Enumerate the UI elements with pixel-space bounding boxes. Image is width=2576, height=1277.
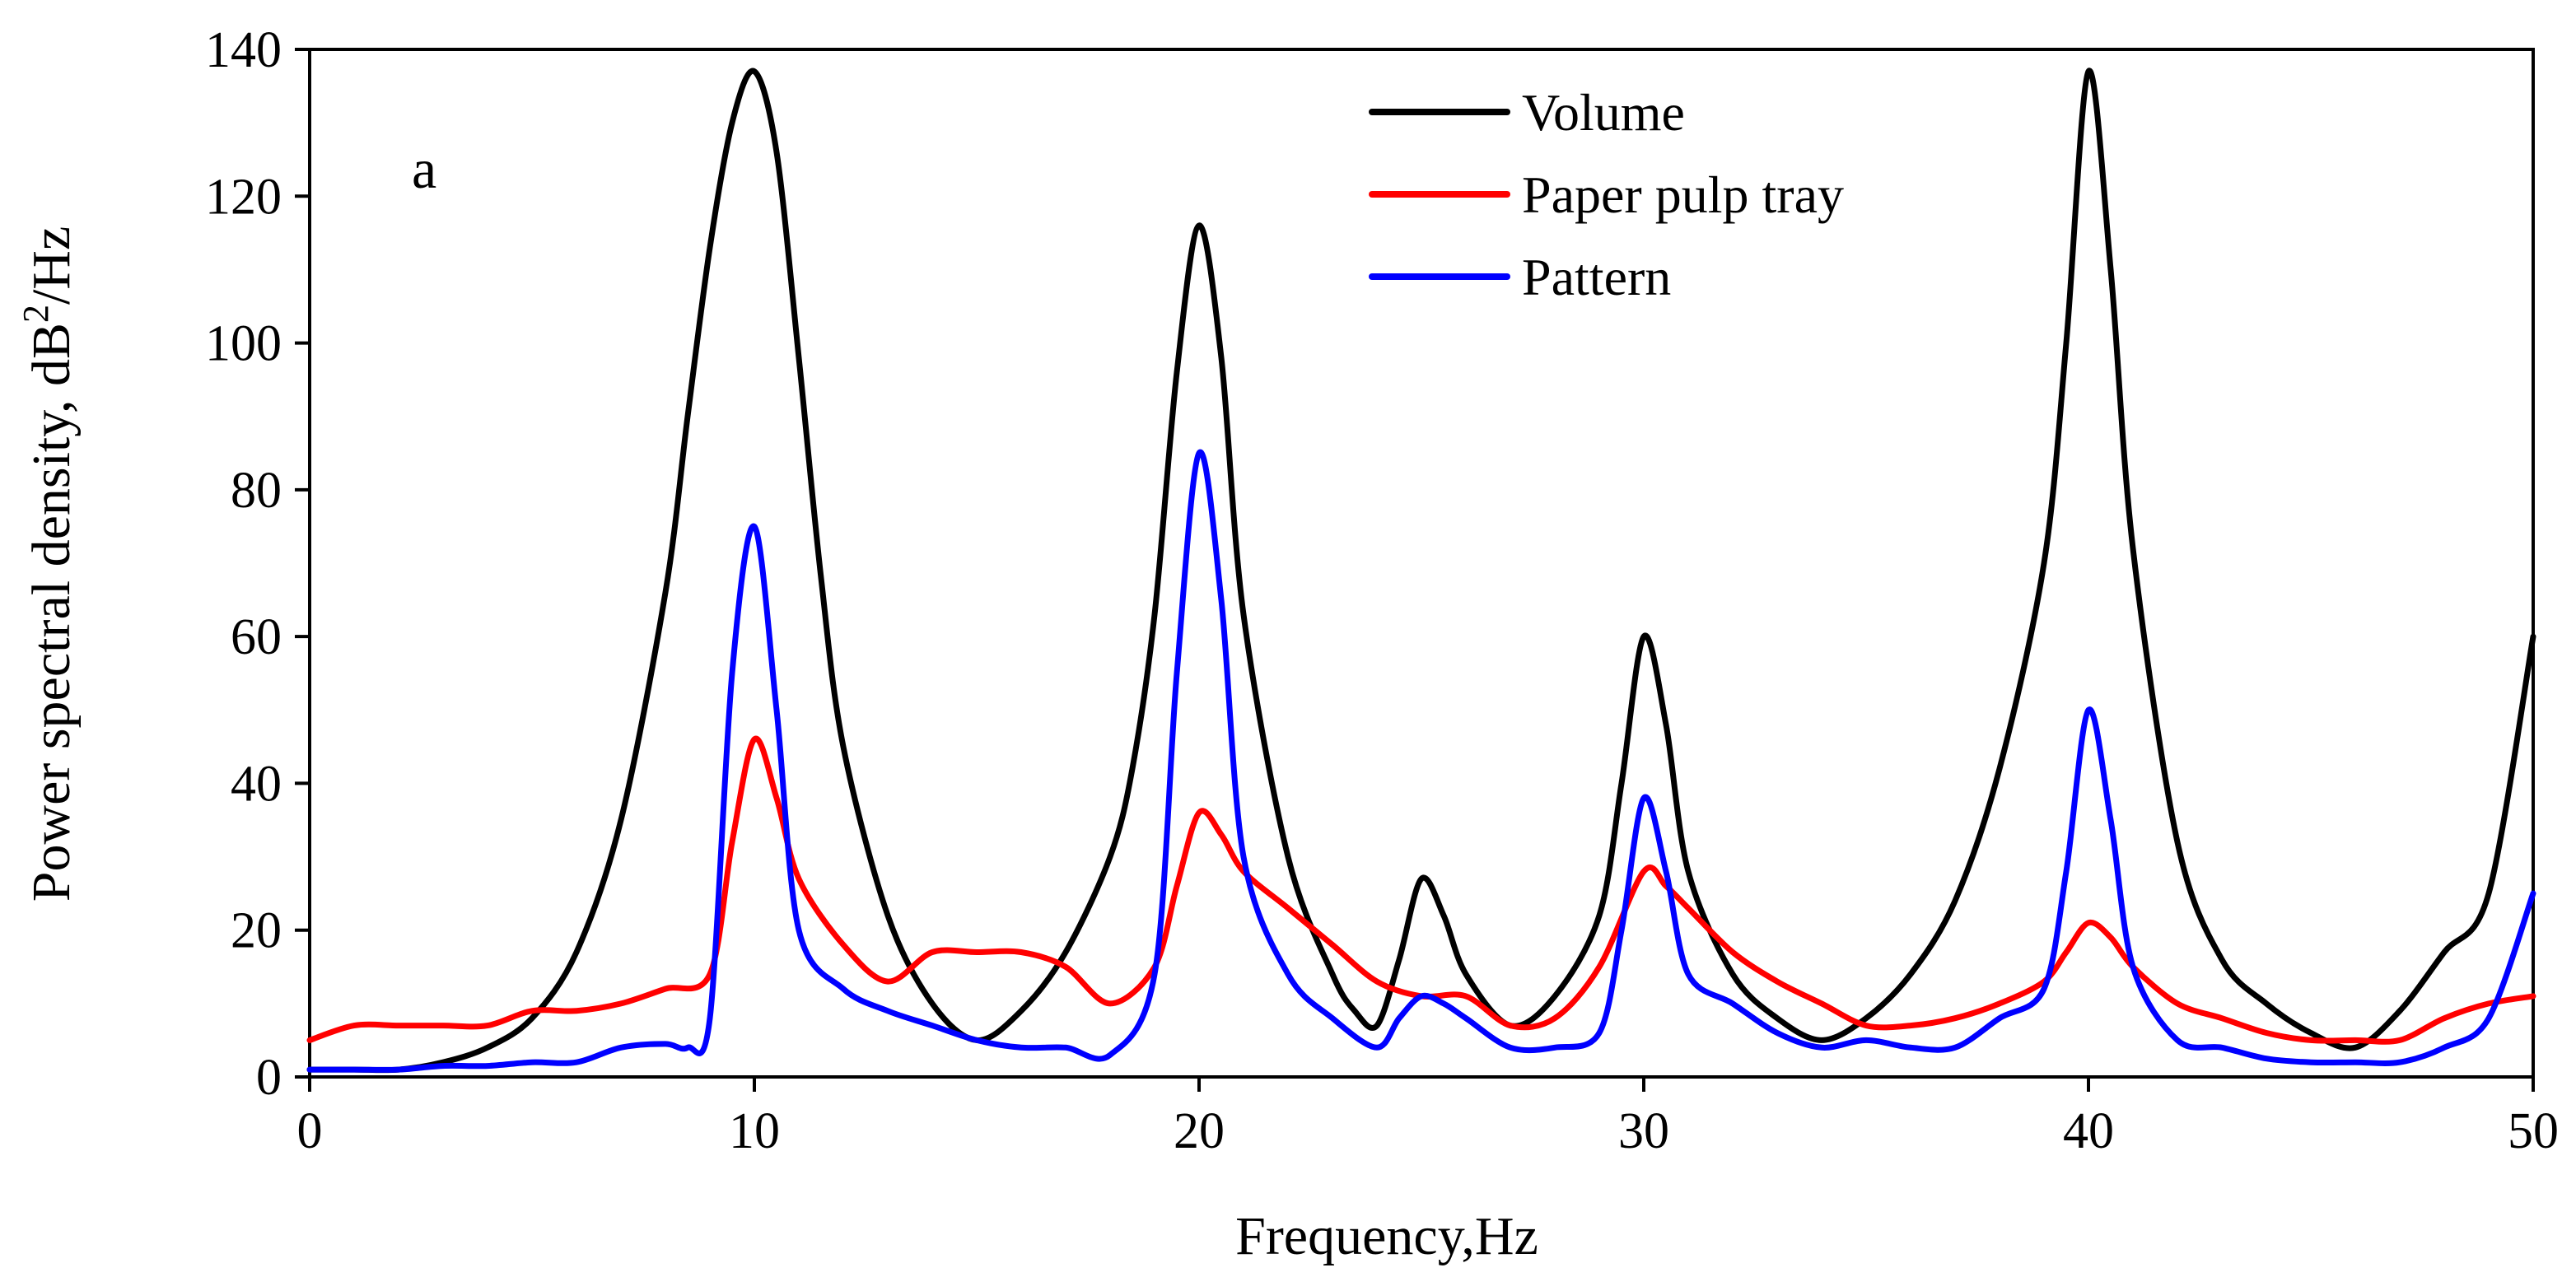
y-axis-title: Power spectral density, dB2/Hz	[16, 226, 82, 902]
legend-label-paper-pulp-tray: Paper pulp tray	[1522, 165, 1844, 224]
series-line-pattern	[306, 449, 2536, 1073]
plot-area-border	[308, 48, 2535, 1079]
y-tick-label: 40	[231, 756, 282, 812]
y-axis-title-suffix: /Hz	[21, 226, 82, 305]
y-tick-label: 20	[231, 903, 282, 959]
x-tick-label: 40	[2063, 1103, 2114, 1159]
panel-label: a	[412, 137, 436, 200]
series-line-volume	[306, 68, 2536, 1074]
y-tick-label: 60	[231, 609, 282, 665]
y-tick-label: 140	[205, 22, 282, 78]
legend-label-volume: Volume	[1522, 83, 1685, 142]
y-axis-title-superscript: 2	[16, 305, 56, 323]
x-tick-label: 50	[2508, 1103, 2559, 1159]
y-tick-label: 120	[205, 169, 282, 225]
x-tick-label: 0	[297, 1103, 323, 1159]
plot-frame	[308, 48, 2535, 1079]
x-tick-label: 20	[1174, 1103, 1225, 1159]
y-tick-label: 0	[256, 1050, 282, 1106]
ticks-layer: 0 10 20 30 40 50 0 20 40 60 80 100 120 140	[205, 22, 2559, 1159]
y-axis-title-main: Power spectral density, dB	[21, 323, 82, 902]
y-tick-label: 80	[231, 463, 282, 519]
x-tick-label: 30	[1618, 1103, 1669, 1159]
series-line-paper-pulp-tray	[306, 735, 2536, 1045]
legend-label-pattern: Pattern	[1522, 248, 1671, 306]
x-tick-label: 10	[729, 1103, 780, 1159]
y-tick-label: 100	[205, 316, 282, 372]
x-axis-title: Frequency,Hz	[1235, 1206, 1538, 1266]
legend: Volume Paper pulp tray Pattern	[1369, 83, 1844, 306]
series-layer	[306, 68, 2536, 1074]
